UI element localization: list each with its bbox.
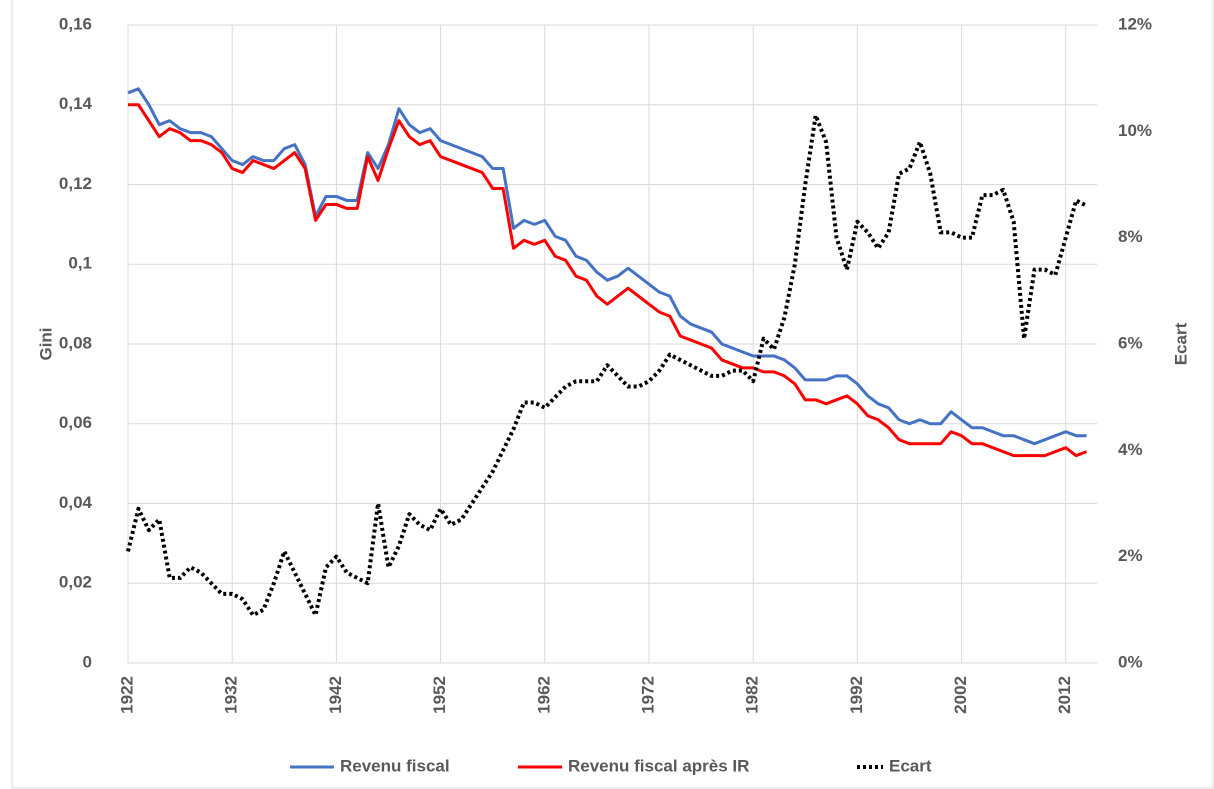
x-tick-label: 2012 [1055,676,1074,714]
y-tick-label: 0,16 [59,14,92,33]
x-tick-label: 1942 [326,676,345,714]
y-tick-label: 0,04 [59,493,93,512]
y-tick-label: 0,02 [59,573,92,592]
chart-border [11,0,1214,789]
line-series [126,113,1088,618]
y-tick-label: 0,08 [59,333,92,352]
x-tick-label: 1952 [430,676,449,714]
x-tick-label: 1932 [222,676,241,714]
y2-tick-label: 4% [1118,440,1143,459]
y-tick-label: 0,06 [59,413,92,432]
y-axis-title: Gini [36,327,55,360]
legend-label: Revenu fiscal après IR [568,756,749,775]
y2-tick-label: 6% [1118,333,1143,352]
y2-tick-label: 0% [1118,652,1143,671]
x-tick-label: 1972 [638,676,657,714]
y2-axis-title: Ecart [1171,322,1190,365]
line-series [128,103,1088,458]
x-tick-label: 1962 [534,676,553,714]
y-tick-label: 0,1 [68,254,92,273]
line-series [127,87,1087,446]
x-tick-label: 1992 [847,676,866,714]
y2-tick-label: 2% [1118,546,1143,565]
y2-tick-label: 10% [1118,121,1152,140]
y-tick-label: 0 [83,652,92,671]
legend-label: Ecart [889,756,932,775]
x-tick-label: 1982 [743,676,762,714]
x-tick-label: 2002 [951,676,970,714]
y-tick-label: 0,14 [59,94,93,113]
legend-label: Revenu fiscal [340,756,450,775]
y2-tick-label: 12% [1118,14,1152,33]
y2-tick-label: 8% [1118,227,1143,246]
x-tick-label: 1922 [117,676,136,714]
y-tick-label: 0,12 [59,174,92,193]
